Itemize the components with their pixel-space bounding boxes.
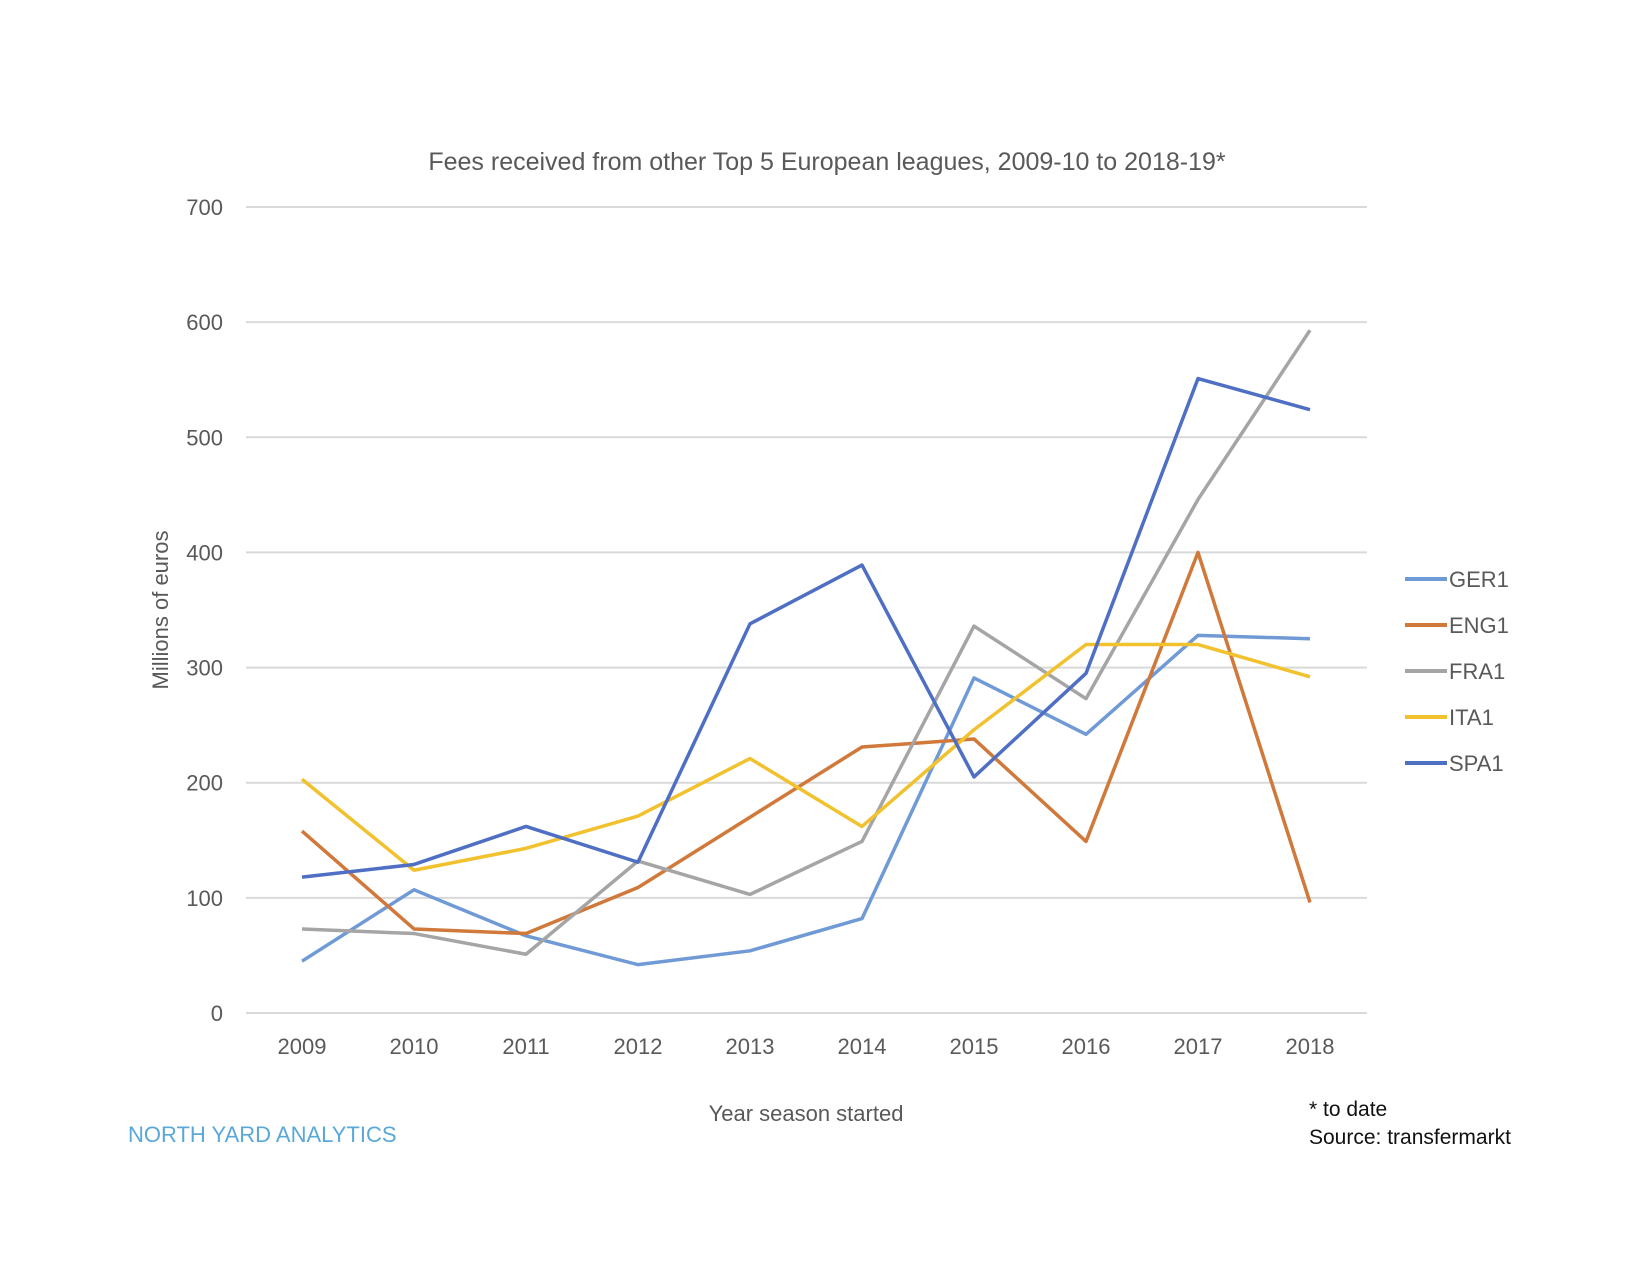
legend-label: ENG1 [1449, 613, 1509, 638]
x-tick-label: 2010 [390, 1034, 439, 1059]
y-tick-label: 400 [186, 540, 223, 565]
legend-label: GER1 [1449, 567, 1509, 592]
chart-title: Fees received from other Top 5 European … [428, 148, 1226, 176]
x-tick-label: 2015 [950, 1034, 999, 1059]
x-axis-label: Year season started [709, 1101, 904, 1126]
x-tick-label: 2011 [502, 1034, 549, 1059]
x-tick-label: 2013 [726, 1034, 775, 1059]
x-tick-label: 2014 [838, 1034, 887, 1059]
footnote: * to date [1309, 1098, 1388, 1121]
legend-label: FRA1 [1449, 659, 1505, 684]
y-tick-label: 0 [211, 1001, 223, 1026]
y-tick-label: 500 [186, 425, 223, 450]
x-tick-label: 2016 [1062, 1034, 1111, 1059]
x-tick-label: 2012 [614, 1034, 663, 1059]
brand-label: NORTH YARD ANALYTICS [128, 1122, 397, 1147]
series-line-spa1 [301, 376, 1311, 879]
x-tick-label: 2018 [1286, 1034, 1335, 1059]
y-tick-label: 600 [186, 310, 223, 335]
x-tick-label: 2009 [278, 1034, 327, 1059]
legend-label: ITA1 [1449, 705, 1494, 730]
y-tick-label: 200 [186, 771, 223, 796]
chart-notes: * to date Source: transfermarkt [1309, 1096, 1511, 1152]
series-line-eng1 [300, 550, 1312, 936]
y-tick-label: 300 [186, 656, 223, 681]
series-line-ger1 [301, 633, 1311, 967]
x-tick-label: 2017 [1174, 1034, 1223, 1059]
y-axis-label: Millions of euros [148, 531, 173, 690]
y-tick-label: 100 [186, 886, 223, 911]
y-tick-label: 700 [186, 195, 223, 220]
source-note: Source: transfermarkt [1309, 1126, 1511, 1149]
series-line-ita1 [300, 642, 1311, 872]
legend-label: SPA1 [1449, 751, 1504, 776]
series-line-fra1 [301, 329, 1312, 957]
